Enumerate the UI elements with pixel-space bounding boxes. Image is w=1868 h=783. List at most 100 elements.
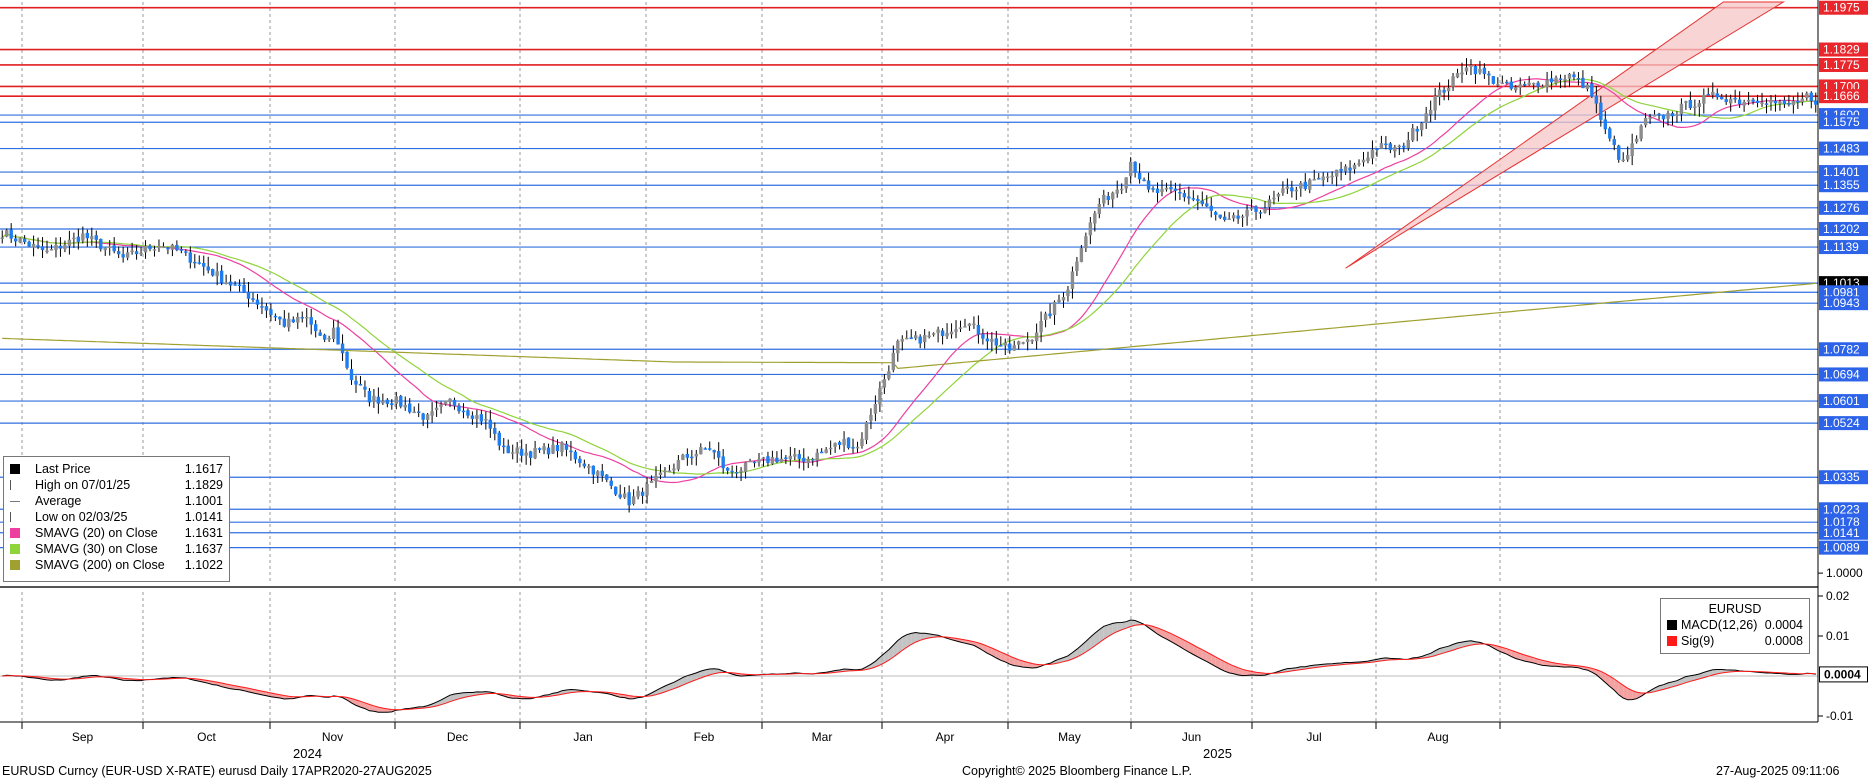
- price-level-tag: [1819, 296, 1868, 311]
- candle-body: [188, 252, 193, 263]
- candle-body: [645, 483, 649, 496]
- macd-hist-fill: [973, 641, 979, 648]
- candle-body: [166, 247, 170, 250]
- candle-body: [1388, 143, 1393, 150]
- candle-body: [873, 404, 878, 414]
- x-axis-month-label: Jun: [1182, 730, 1201, 744]
- candle-body: [690, 456, 694, 459]
- signal-name: Sig(9): [1681, 634, 1715, 648]
- candle-body: [40, 246, 45, 251]
- macd-swatch: [1667, 620, 1677, 630]
- footer-instrument: EURUSD Curncy (EUR-USD X-RATE) eurusd Da…: [2, 764, 432, 778]
- candle-body: [336, 327, 340, 345]
- macd-hist-fill: [1511, 650, 1516, 659]
- candle-body: [949, 331, 954, 335]
- candle-body: [614, 486, 618, 495]
- candle-body: [296, 316, 300, 323]
- macd-hist-fill: [351, 698, 356, 706]
- signal-legend-row: Sig(9) 0.0008: [1661, 633, 1809, 649]
- candle-body: [1164, 187, 1169, 190]
- candle-body: [1021, 342, 1025, 344]
- macd-hist-fill: [1018, 659, 1024, 668]
- price-level-tag: [1819, 240, 1868, 255]
- macd-hist-fill: [705, 669, 710, 677]
- candle-body: [1536, 82, 1540, 87]
- macd-hist-fill: [1654, 685, 1660, 692]
- candle-body: [1648, 117, 1652, 119]
- price-level-value: 1.0178: [1823, 515, 1860, 529]
- macd-hist-fill: [1685, 675, 1691, 683]
- legend-swatch: [10, 544, 20, 554]
- candle-body: [963, 326, 967, 328]
- macd-hist-fill: [911, 632, 916, 645]
- candle-body: [170, 244, 175, 250]
- price-level-value: 1.1276: [1823, 201, 1860, 215]
- macd-hist-fill: [1014, 657, 1019, 667]
- candle-body: [1267, 199, 1272, 208]
- macd-hist-fill: [1493, 645, 1498, 651]
- candle-body: [1518, 84, 1522, 88]
- candle-body: [1460, 72, 1464, 75]
- macd-hist-fill: [1596, 669, 1601, 679]
- candle-body: [1527, 82, 1531, 85]
- macd-hist-fill: [1712, 669, 1718, 675]
- candle-body: [1200, 200, 1204, 205]
- macd-hist-fill: [1179, 637, 1185, 650]
- candle-body: [555, 444, 560, 452]
- legend-name: High on 07/01/25: [35, 478, 131, 492]
- candle-body: [878, 388, 882, 405]
- legend-row: Low on 02/03/25 1.0141: [4, 509, 229, 525]
- candle-body: [1361, 159, 1366, 163]
- legend-swatch: [10, 528, 20, 538]
- candle-body: [914, 335, 918, 339]
- candle-body: [425, 414, 430, 420]
- candle-body: [1728, 98, 1733, 104]
- macd-hist-fill: [360, 701, 365, 709]
- chart-grid: [0, 2, 1818, 722]
- macd-hist-fill: [1632, 690, 1637, 700]
- candle-body: [1420, 123, 1424, 131]
- legend-name: SMAVG (30) on Close: [35, 542, 158, 556]
- candles: [0, 58, 1818, 513]
- candle-body: [676, 460, 681, 470]
- macd-axis-tick-label: 0.01: [1826, 629, 1850, 643]
- candle-body: [770, 457, 775, 464]
- macd-hist-fill: [1027, 662, 1033, 668]
- candle-body: [1505, 81, 1509, 84]
- candle-body: [430, 411, 434, 416]
- candle-body: [1151, 188, 1155, 190]
- macd-hist-fill: [1238, 667, 1243, 676]
- x-axis-month-label: Jul: [1306, 730, 1321, 744]
- candle-body: [609, 480, 613, 486]
- price-level-tag: [1819, 57, 1868, 72]
- x-axis-month-label: Sep: [72, 730, 94, 744]
- macd-hist-fill: [906, 633, 912, 648]
- candle-body: [340, 343, 345, 354]
- candle-body: [981, 333, 985, 339]
- candle-body: [399, 395, 403, 407]
- candle-body: [1688, 99, 1693, 109]
- candle-body: [1670, 113, 1675, 117]
- macd-hist-fill: [1524, 655, 1530, 663]
- candle-body: [743, 462, 748, 472]
- candle-body: [1084, 236, 1088, 249]
- candle-body: [1415, 128, 1419, 132]
- x-axis-month-label: Mar: [812, 730, 833, 744]
- candle-body: [1003, 342, 1007, 346]
- macd-hist-fill: [1103, 624, 1109, 640]
- candle-body: [1258, 212, 1263, 214]
- candle-body: [1608, 128, 1612, 139]
- candle-body: [300, 316, 304, 319]
- macd-hist-fill: [1636, 692, 1642, 699]
- macd-hist-fill: [978, 642, 983, 651]
- candle-body: [1236, 215, 1240, 219]
- candle-body: [121, 254, 125, 258]
- price-level-tag: [1819, 42, 1868, 57]
- candle-body: [1496, 84, 1500, 86]
- macd-hist-fill: [1515, 651, 1521, 660]
- legend-value: 1.1637: [184, 542, 223, 556]
- candle-body: [627, 492, 631, 506]
- macd-hist-fill: [1126, 619, 1131, 629]
- candle-body: [712, 450, 716, 453]
- macd-hist-fill: [1627, 688, 1633, 700]
